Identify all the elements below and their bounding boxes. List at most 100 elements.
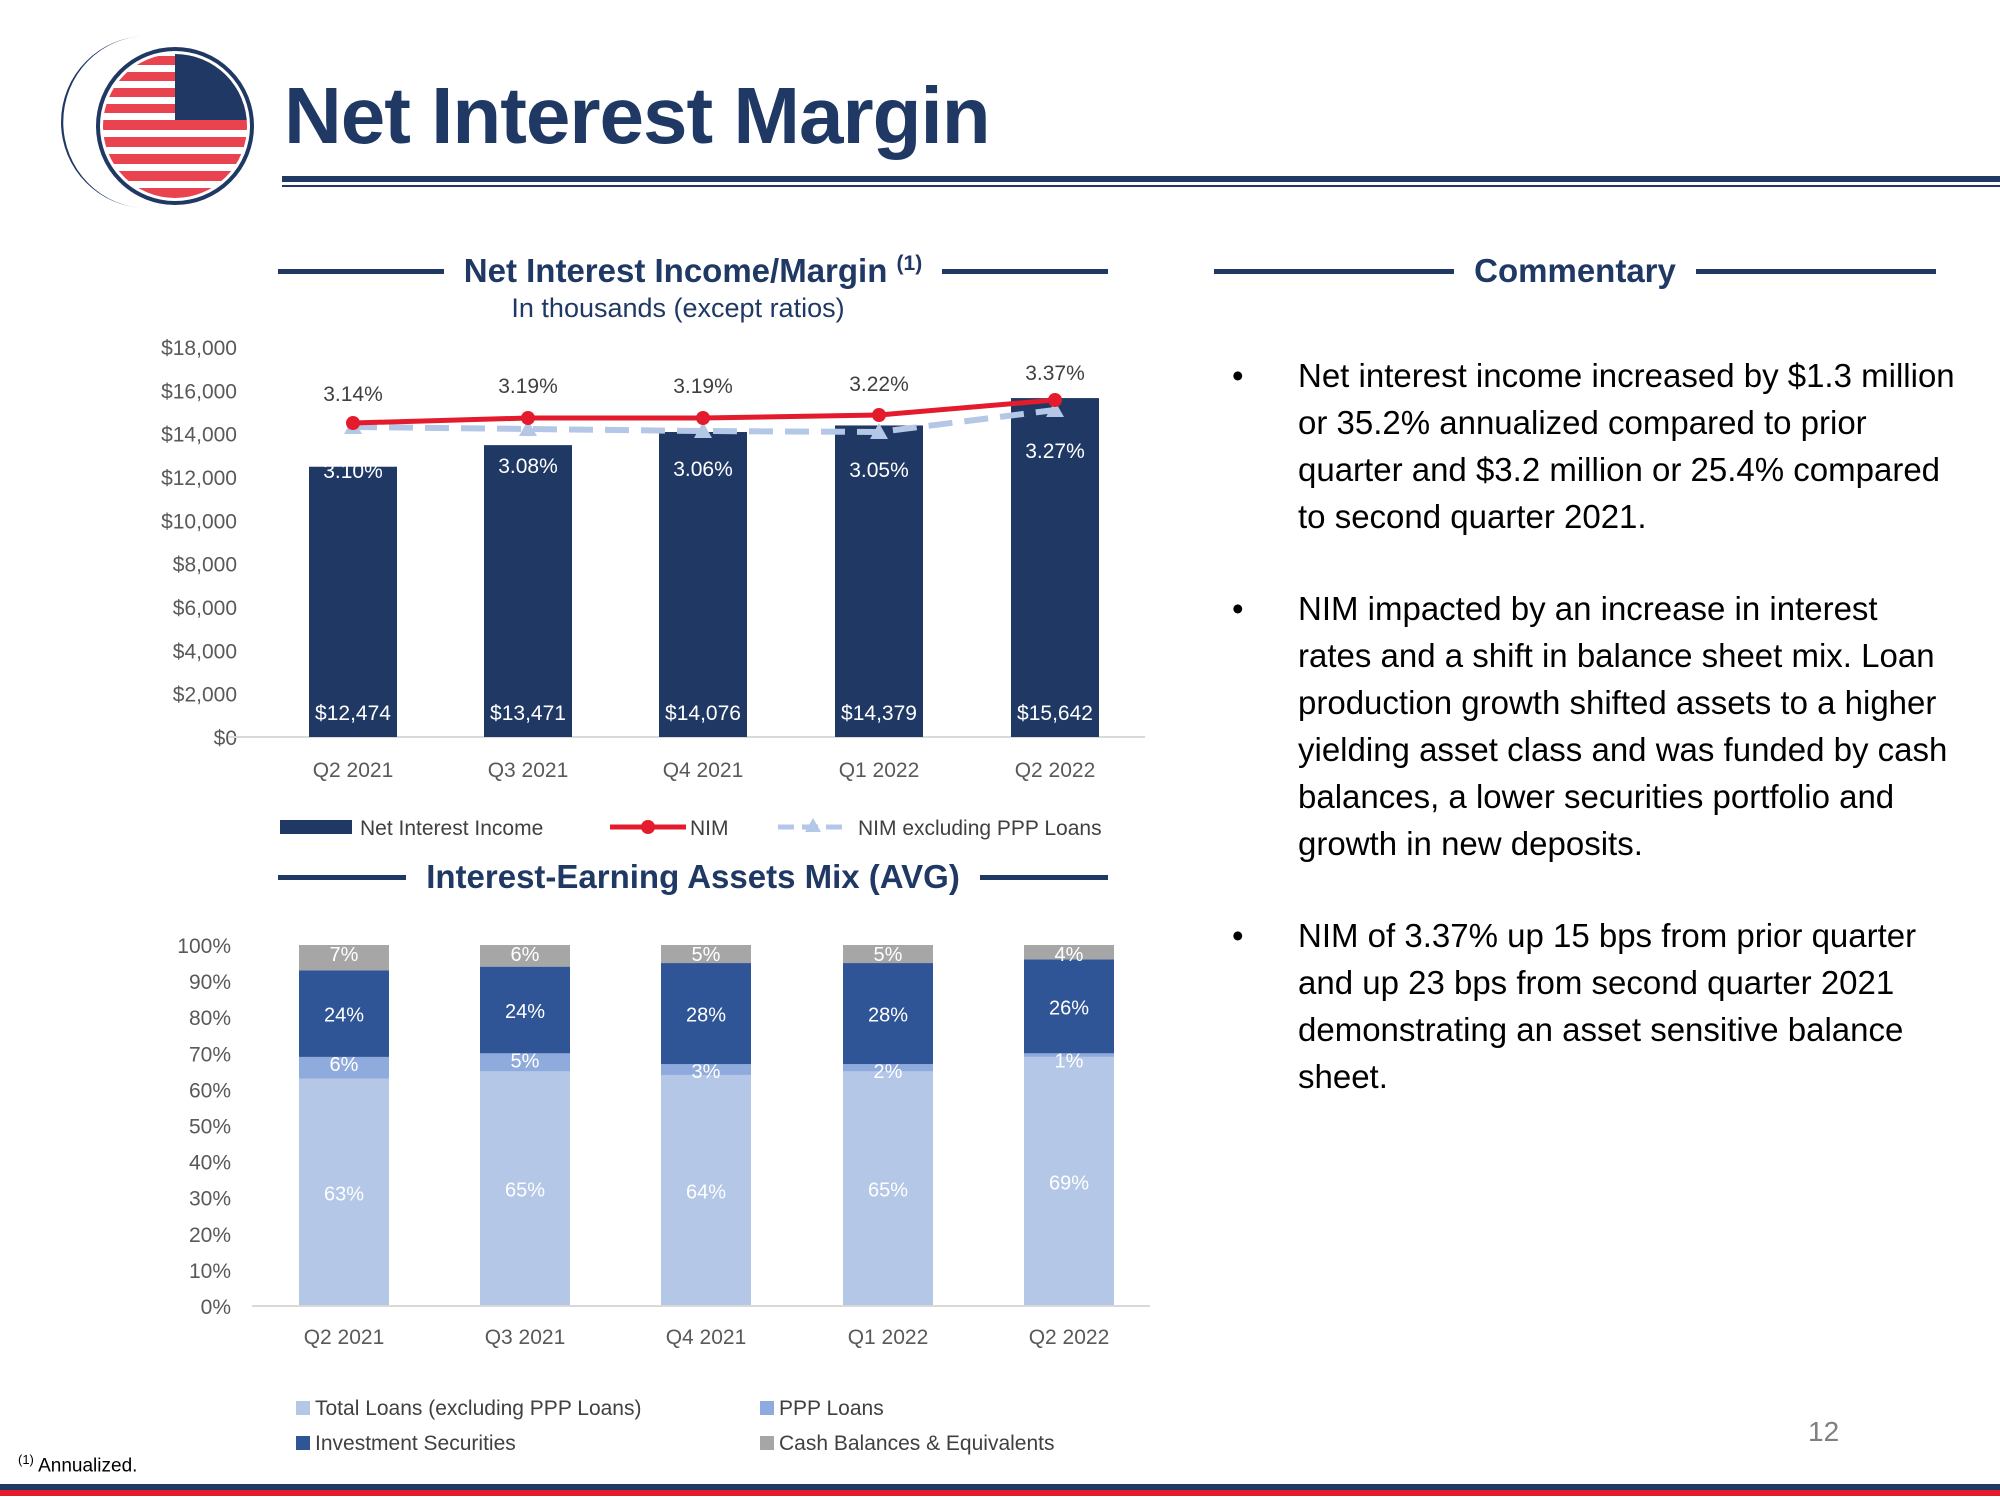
x-tick-label: Q1 2022 [848,1326,929,1349]
asset-mix-label: 69% [1049,1172,1089,1194]
nii-bar [1011,398,1099,737]
asset-mix-bar-segment [299,1056,389,1079]
nim-label: 3.14% [323,383,383,406]
asset-mix-bar-segment [1024,945,1114,960]
title-underline [282,176,2000,182]
commentary-item: • NIM of 3.37% up 15 bps from prior quart… [1220,912,1960,1100]
x-tick-label: Q2 2022 [1015,759,1096,782]
legend-label: NIM excluding PPP Loans [858,817,1102,840]
nii-bar [835,425,923,737]
page-number: 12 [1808,1416,1840,1447]
nii-bar [309,466,397,737]
commentary-item: • Net interest income increased by $1.3 m… [1220,352,1960,540]
y-tick-label: 90% [189,971,231,994]
nim-ex-ppp-marker [870,423,888,439]
nim-ex-ppp-marker [1046,401,1064,417]
legend-label: NIM [690,817,729,840]
iea-section-title: Interest-Earning Assets Mix (AVG) [426,858,960,895]
nim-marker [872,408,886,422]
nim-label: 3.19% [673,375,733,398]
asset-mix-bar-segment [1024,1056,1114,1306]
asset-mix-label: 65% [868,1180,908,1202]
asset-mix-label: 5% [692,944,721,966]
x-tick-label: Q4 2021 [666,1326,747,1349]
y-tick-label: $4,000 [173,640,237,663]
legend-label: Investment Securities [315,1432,516,1455]
legend-marker-nim-ex-ppp [805,818,821,832]
nim-ex-ppp-marker [519,420,537,436]
legend-swatch [296,1436,310,1450]
nii-chart: $0 $2,000 $4,000 $6,000 $8,000 $10,000 $12,000… [161,337,1145,840]
commentary-section-header: Commentary [1214,252,1937,290]
footer-bar-navy [0,1484,2000,1490]
asset-mix-bar-segment [480,1071,570,1306]
asset-mix-bar-segment [661,1064,751,1075]
nim-ex-ppp-label: 3.10% [323,460,383,483]
nii-section-title: Net Interest Income/Margin (1) [463,252,923,289]
nim-marker [1048,393,1062,407]
nim-ex-ppp-marker [694,422,712,438]
y-tick-label: $0 [214,727,237,750]
x-tick-label: Q2 2021 [313,759,394,782]
asset-mix-label: 5% [874,944,903,966]
y-tick-label: 60% [189,1079,231,1102]
y-tick-label: $8,000 [173,554,237,577]
legend-label: Cash Balances & Equivalents [779,1432,1055,1455]
asset-mix-bar-segment [843,963,933,1065]
nii-bar [659,432,747,737]
asset-mix-label: 24% [324,1005,364,1027]
y-tick-label: 80% [189,1007,231,1030]
nii-bar-label: $14,076 [665,702,741,725]
title-underline-thin [282,185,2000,187]
y-tick-label: $14,000 [161,424,237,447]
asset-mix-bar-segment [661,945,751,964]
x-tick-label: Q1 2022 [839,759,920,782]
asset-mix-label: 3% [692,1061,721,1083]
commentary-list: • Net interest income increased by $1.3 m… [1220,352,1960,1145]
x-tick-label: Q3 2021 [488,759,569,782]
header-rule-right [1695,268,1937,274]
legend-swatch [760,1436,774,1450]
asset-mix-label: 1% [1055,1050,1084,1072]
nim-label: 3.22% [849,373,909,396]
nii-bar-label: $14,379 [841,702,917,725]
header-rule-left [278,268,444,274]
asset-mix-bar-segment [480,945,570,967]
asset-mix-label: 24% [505,1001,545,1023]
asset-mix-bar-segment [480,966,570,1054]
bullet-icon: • [1232,917,1244,954]
y-tick-label: $16,000 [161,380,237,403]
company-logo [61,36,254,208]
asset-mix-bar-segment [661,1074,751,1306]
nim-label: 3.37% [1025,362,1085,385]
nii-bar-label: $15,642 [1017,702,1093,725]
header-rule-left [278,874,407,880]
footer-bar-red [0,1490,2000,1496]
asset-mix-bar-segment [843,945,933,964]
y-tick-label: 50% [189,1116,231,1139]
bullet-icon: • [1232,357,1244,394]
nim-label: 3.19% [498,375,558,398]
legend-label: Net Interest Income [360,817,543,840]
asset-mix-label: 28% [868,1005,908,1027]
asset-mix-bar-segment [299,945,389,971]
y-tick-label: 10% [189,1260,231,1283]
asset-mix-label: 6% [330,1054,359,1076]
x-tick-label: Q2 2021 [304,1326,385,1349]
x-tick-label: Q4 2021 [663,759,744,782]
header-rule-right [979,874,1109,880]
asset-mix-bar-segment [1024,959,1114,1054]
header-rule-right [942,268,1108,274]
asset-mix-label: 6% [511,944,540,966]
asset-mix-label: 5% [511,1050,540,1072]
asset-mix-label: 2% [874,1061,903,1083]
commentary-item: • NIM impacted by an increase in interest… [1220,585,1960,867]
asset-mix-bar-segment [661,963,751,1065]
nii-section-header: Net Interest Income/Margin (1) [278,252,1108,290]
nii-bar-label: $12,474 [315,702,391,725]
y-tick-label: 40% [189,1152,231,1175]
asset-mix-label: 28% [686,1005,726,1027]
asset-mix-bar-segment [299,1078,389,1306]
asset-mix-bar-segment [480,1053,570,1072]
y-tick-label: 70% [189,1043,231,1066]
